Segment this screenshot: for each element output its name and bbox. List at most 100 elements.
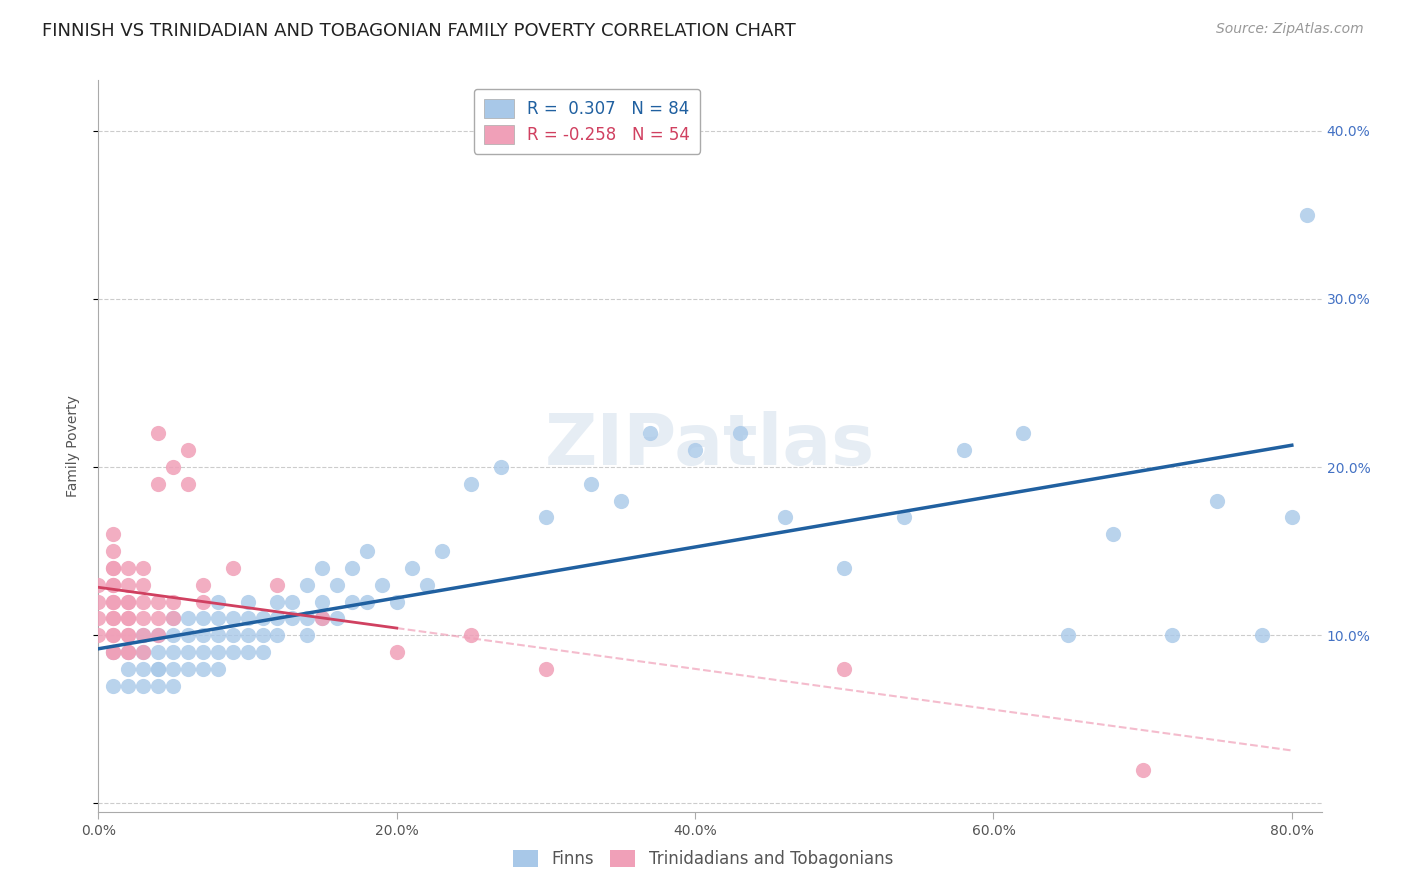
Point: [191, 611, 214, 625]
Point: [103, 561, 125, 575]
Point: [221, 561, 243, 575]
Point: [356, 594, 378, 608]
Point: [191, 578, 214, 592]
Point: [281, 594, 304, 608]
Point: [415, 578, 437, 592]
Point: [117, 628, 139, 642]
Point: [266, 611, 288, 625]
Point: [103, 628, 125, 642]
Point: [1161, 628, 1184, 642]
Point: [117, 662, 139, 676]
Point: [326, 611, 349, 625]
Point: [252, 645, 274, 659]
Point: [146, 679, 169, 693]
Point: [177, 645, 200, 659]
Point: [132, 662, 155, 676]
Point: [132, 594, 155, 608]
Point: [103, 645, 125, 659]
Point: [103, 544, 125, 558]
Point: [252, 628, 274, 642]
Point: [356, 544, 378, 558]
Point: [460, 476, 482, 491]
Point: [117, 628, 139, 642]
Point: [177, 476, 200, 491]
Point: [340, 594, 363, 608]
Point: [103, 611, 125, 625]
Point: [87, 611, 110, 625]
Point: [103, 578, 125, 592]
Point: [236, 645, 259, 659]
Point: [221, 628, 243, 642]
Point: [236, 628, 259, 642]
Point: [103, 679, 125, 693]
Point: [191, 628, 214, 642]
Point: [236, 594, 259, 608]
Point: [1251, 628, 1274, 642]
Point: [162, 679, 184, 693]
Point: [297, 578, 319, 592]
Point: [683, 443, 706, 458]
Point: [132, 628, 155, 642]
Point: [1206, 493, 1229, 508]
Point: [311, 594, 333, 608]
Point: [132, 611, 155, 625]
Point: [103, 645, 125, 659]
Point: [146, 645, 169, 659]
Point: [103, 645, 125, 659]
Point: [207, 628, 229, 642]
Point: [326, 578, 349, 592]
Point: [87, 628, 110, 642]
Point: [146, 594, 169, 608]
Point: [117, 611, 139, 625]
Point: [103, 561, 125, 575]
Point: [117, 594, 139, 608]
Point: [146, 426, 169, 441]
Point: [177, 611, 200, 625]
Point: [132, 645, 155, 659]
Point: [132, 578, 155, 592]
Point: [489, 460, 512, 475]
Point: [534, 510, 557, 524]
Point: [221, 611, 243, 625]
Point: [893, 510, 915, 524]
Point: [146, 628, 169, 642]
Point: [117, 679, 139, 693]
Point: [534, 662, 557, 676]
Point: [297, 611, 319, 625]
Point: [728, 426, 751, 441]
Point: [132, 645, 155, 659]
Point: [162, 662, 184, 676]
Point: [1101, 527, 1123, 541]
Point: [221, 645, 243, 659]
Point: [117, 611, 139, 625]
Point: [146, 476, 169, 491]
Point: [191, 645, 214, 659]
Text: ZIPatlas: ZIPatlas: [546, 411, 875, 481]
Point: [340, 561, 363, 575]
Point: [117, 561, 139, 575]
Point: [103, 527, 125, 541]
Point: [162, 594, 184, 608]
Point: [162, 645, 184, 659]
Point: [266, 628, 288, 642]
Point: [87, 578, 110, 592]
Point: [146, 662, 169, 676]
Point: [117, 578, 139, 592]
Point: [297, 628, 319, 642]
Point: [832, 561, 855, 575]
Point: [311, 561, 333, 575]
Point: [132, 628, 155, 642]
Legend: R =  0.307   N = 84, R = -0.258   N = 54: R = 0.307 N = 84, R = -0.258 N = 54: [474, 88, 700, 153]
Point: [103, 628, 125, 642]
Point: [103, 578, 125, 592]
Point: [162, 611, 184, 625]
Text: Source: ZipAtlas.com: Source: ZipAtlas.com: [1216, 22, 1364, 37]
Point: [1295, 208, 1317, 222]
Point: [640, 426, 662, 441]
Point: [103, 594, 125, 608]
Point: [177, 443, 200, 458]
Point: [252, 611, 274, 625]
Y-axis label: Family Poverty: Family Poverty: [66, 395, 80, 497]
Point: [146, 611, 169, 625]
Point: [117, 594, 139, 608]
